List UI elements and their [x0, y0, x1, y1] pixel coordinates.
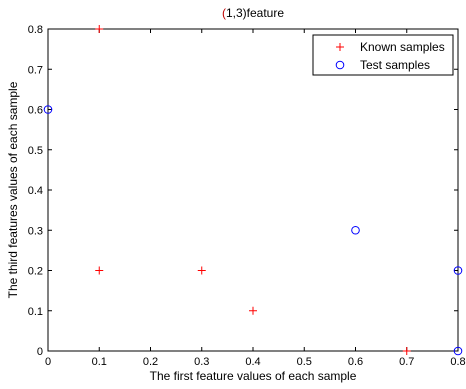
series-test-samples: [43, 105, 463, 356]
x-tick-label: 0.1: [92, 356, 107, 368]
chart-title-rest: 1,3)feature: [226, 6, 284, 20]
x-tick-label: 0: [45, 356, 51, 368]
y-tick-label: 0.2: [28, 266, 43, 278]
x-tick-label: 0.3: [194, 356, 209, 368]
y-tick-label: 0: [37, 346, 43, 358]
test-sample-point: [43, 105, 53, 114]
axis-ticks: [47, 28, 459, 352]
legend: Known samples Test samples: [312, 34, 454, 76]
x-tick-label: 0.6: [348, 356, 363, 368]
legend-label: Known samples: [360, 40, 445, 54]
x-tick-label: 0.5: [297, 356, 312, 368]
x-axis-label: The first feature values of each sample: [150, 369, 357, 383]
y-tick-label: 0.5: [28, 145, 43, 157]
x-tick-label: 0.2: [143, 356, 158, 368]
y-tick-label: 0.1: [28, 306, 43, 318]
known-sample-point: [197, 266, 206, 275]
y-tick-label: 0.8: [28, 24, 43, 36]
series-known-samples: [95, 25, 411, 355]
known-sample-point: [95, 25, 104, 33]
x-tick-label: 0.4: [245, 356, 260, 368]
legend-entry-test-samples: Test samples: [335, 58, 430, 72]
known-sample-point: [249, 306, 257, 315]
y-tick-label: 0.3: [28, 225, 43, 237]
legend-entry-known-samples: Known samples: [336, 40, 445, 54]
test-sample-point: [453, 266, 463, 275]
y-tick-label: 0.6: [28, 105, 43, 117]
legend-marker: [335, 60, 345, 70]
known-sample-point: [402, 347, 411, 355]
test-sample-point: [453, 346, 463, 356]
legend-marker: [336, 43, 344, 51]
axis-tick-labels: 0 0.1 0.2 0.3 0.4 0.5 0.6 0.7 0.8 0 0.1 0.2 0.3 0.4 0.…: [28, 24, 466, 368]
y-axis-label: The third features values of each sample: [6, 81, 20, 298]
known-sample-point: [95, 266, 104, 275]
x-tick-label: 0.7: [399, 356, 414, 368]
test-sample-point: [351, 225, 360, 235]
legend-label: Test samples: [360, 58, 430, 72]
y-tick-label: 0.4: [28, 185, 43, 197]
chart-title-open-paren: (: [222, 6, 226, 20]
x-tick-label: 0.8: [450, 356, 465, 368]
legend-box: [312, 34, 454, 76]
data-markers: [43, 25, 463, 356]
y-tick-label: 0.7: [28, 64, 43, 76]
plot-area: [47, 28, 459, 352]
chart-title: (1,3)feature: [222, 6, 284, 20]
